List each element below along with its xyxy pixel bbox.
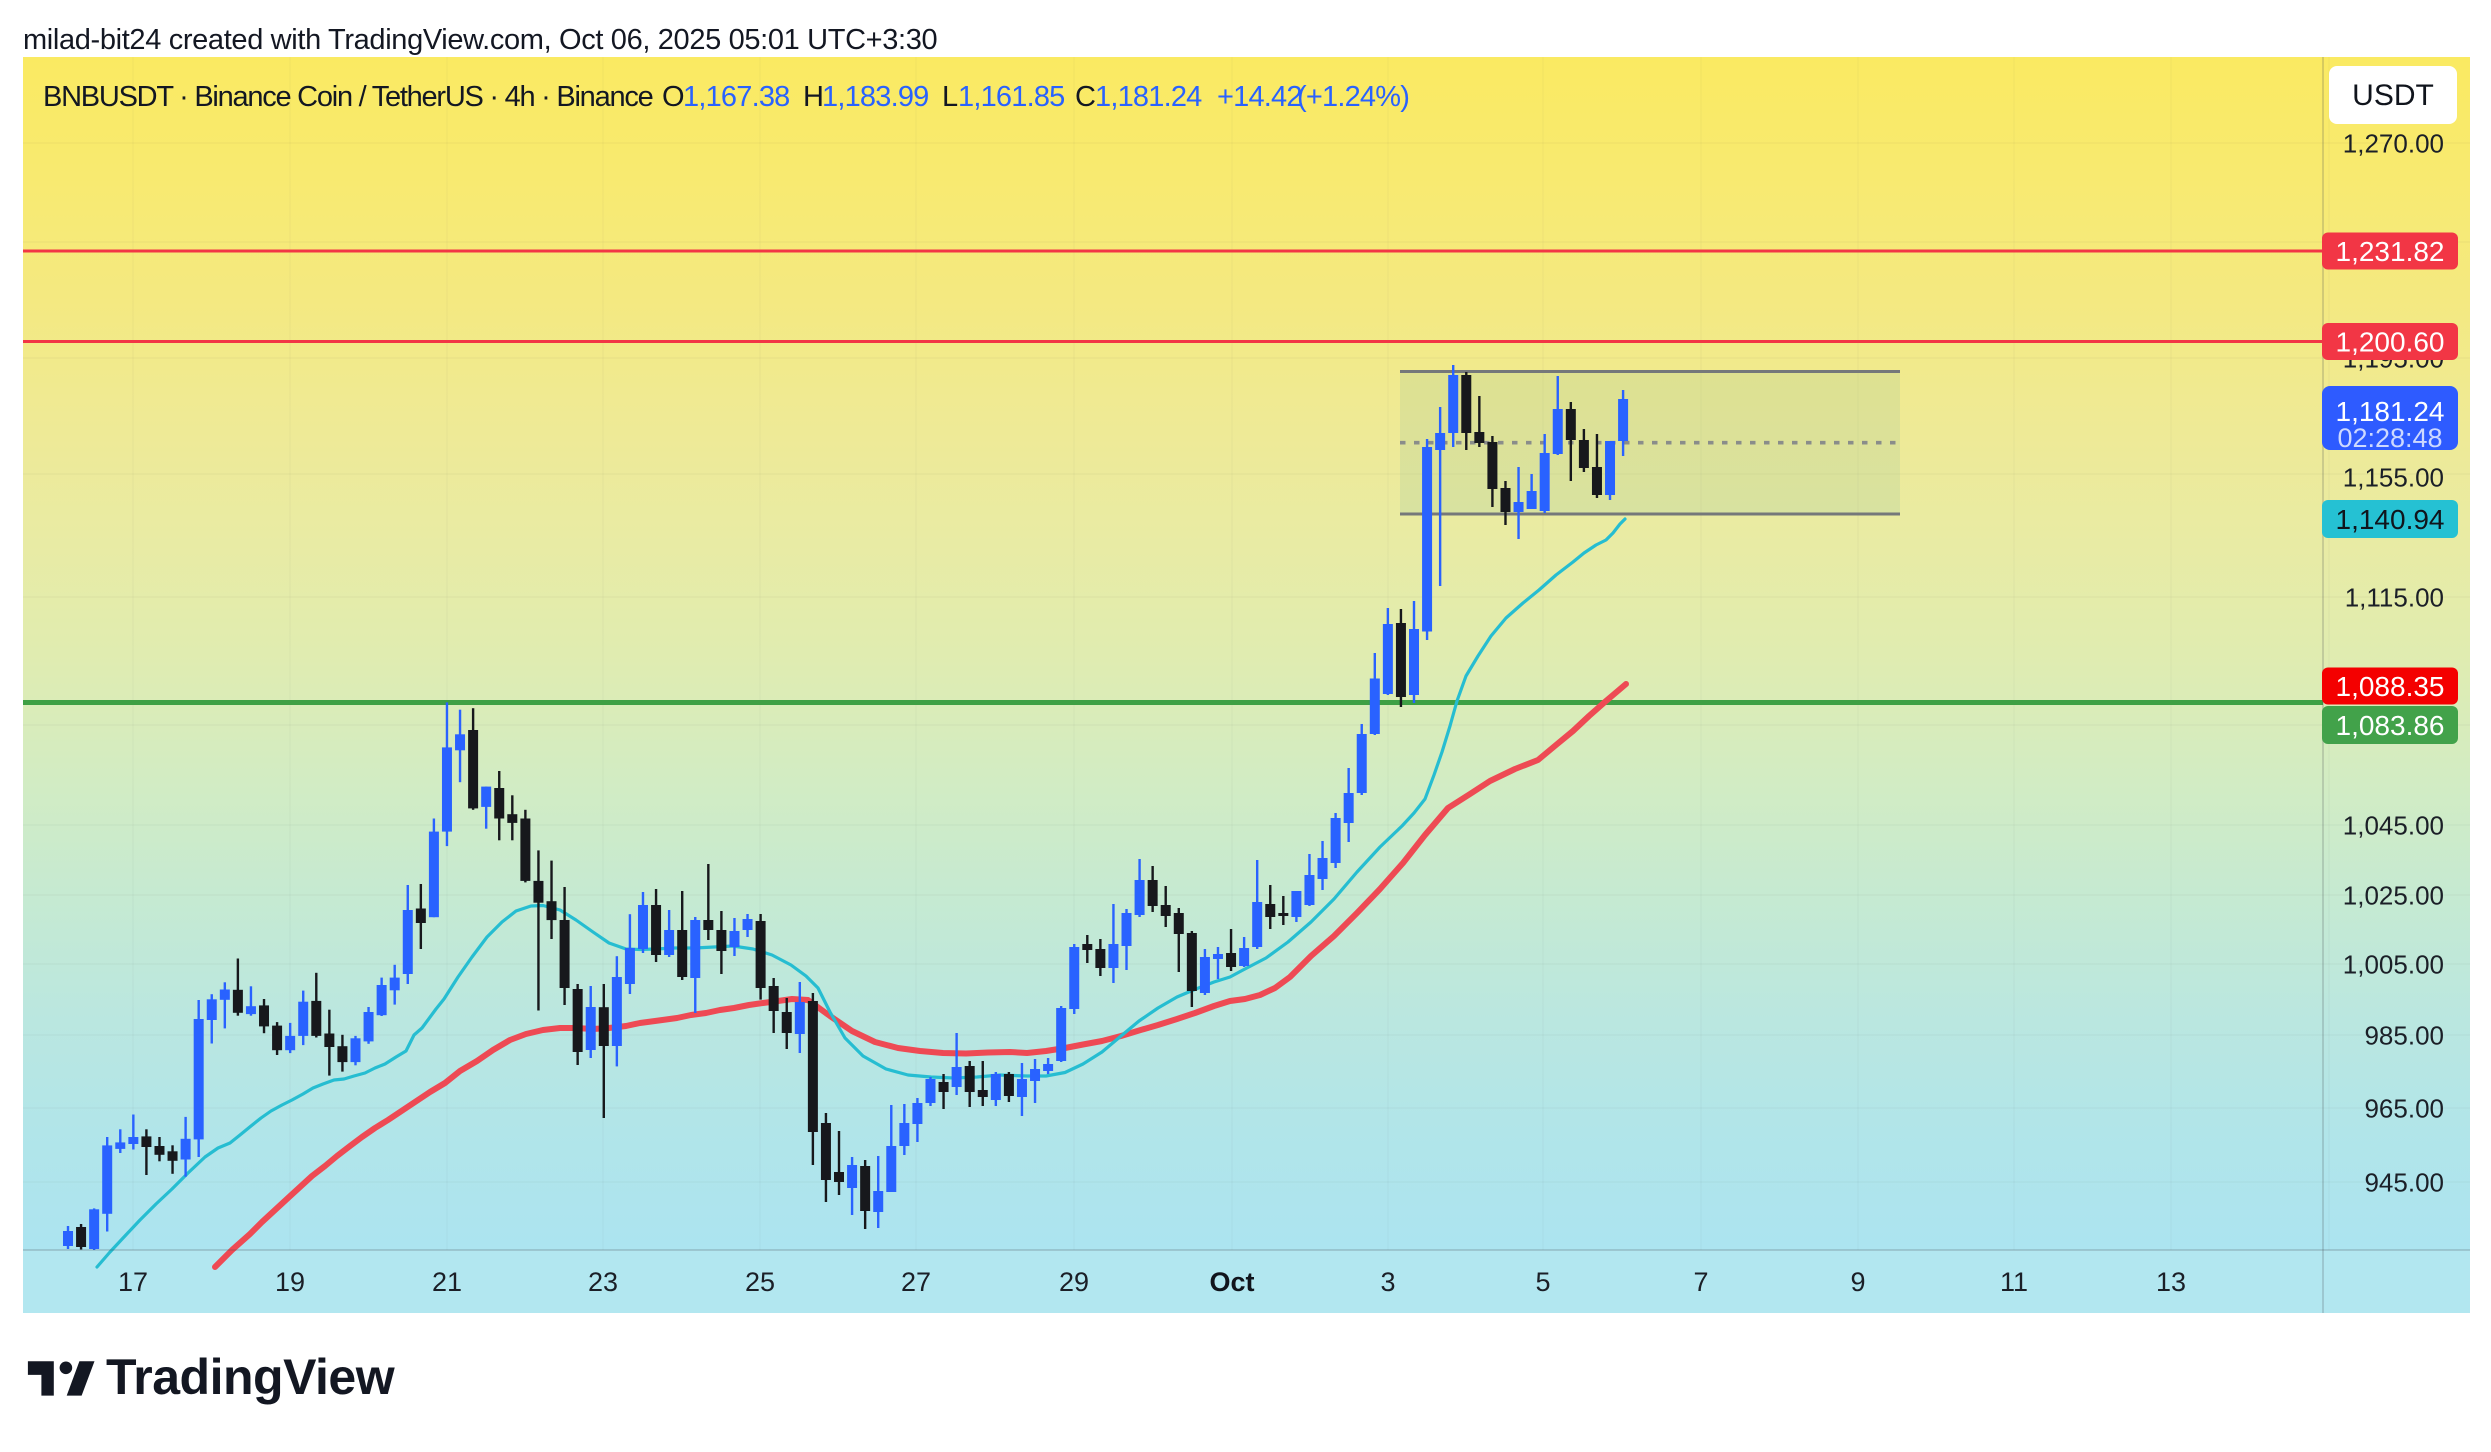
svg-text:27: 27	[901, 1267, 931, 1297]
svg-text:L: L	[942, 81, 958, 113]
svg-text:1,183.99: 1,183.99	[822, 81, 929, 113]
svg-text:1,161.85: 1,161.85	[958, 81, 1065, 113]
svg-text:7: 7	[1693, 1267, 1708, 1297]
svg-text:1,005.00: 1,005.00	[2343, 950, 2444, 980]
svg-text:1,083.86: 1,083.86	[2336, 710, 2445, 741]
svg-text:21: 21	[432, 1267, 462, 1297]
svg-text:milad-bit24 created with Tradi: milad-bit24 created with TradingView.com…	[23, 24, 937, 56]
svg-text:1,140.94: 1,140.94	[2336, 504, 2445, 535]
svg-text:25: 25	[745, 1267, 775, 1297]
svg-text:29: 29	[1059, 1267, 1089, 1297]
svg-text:1,155.00: 1,155.00	[2343, 463, 2444, 493]
svg-text:1,270.00: 1,270.00	[2343, 129, 2444, 159]
svg-text:1,115.00: 1,115.00	[2345, 583, 2444, 613]
svg-text:C: C	[1075, 81, 1096, 113]
svg-text:H: H	[803, 81, 824, 113]
svg-text:3: 3	[1380, 1267, 1395, 1297]
svg-text:1,181.24: 1,181.24	[2336, 396, 2445, 427]
svg-text:11: 11	[2000, 1267, 2028, 1297]
svg-text:02:28:48: 02:28:48	[2337, 423, 2442, 453]
svg-text:985.00: 985.00	[2364, 1021, 2444, 1051]
svg-text:1,045.00: 1,045.00	[2343, 811, 2444, 841]
svg-text:1,181.24: 1,181.24	[1095, 81, 1202, 113]
svg-text:965.00: 965.00	[2364, 1094, 2444, 1124]
svg-text:USDT: USDT	[2352, 79, 2434, 112]
svg-text:945.00: 945.00	[2364, 1168, 2444, 1198]
svg-text:1,167.38: 1,167.38	[683, 81, 790, 113]
svg-text:23: 23	[588, 1267, 618, 1297]
svg-text:BNBUSDT · Binance Coin / Tethe: BNBUSDT · Binance Coin / TetherUS · 4h ·…	[43, 81, 653, 113]
svg-text:13: 13	[2156, 1267, 2186, 1297]
svg-text:19: 19	[275, 1267, 305, 1297]
svg-text:1,025.00: 1,025.00	[2343, 881, 2444, 911]
svg-text:1,200.60: 1,200.60	[2336, 327, 2445, 358]
svg-text:TradingView: TradingView	[106, 1349, 395, 1405]
svg-text:Oct: Oct	[1209, 1267, 1254, 1297]
svg-text:(+1.24%): (+1.24%)	[1297, 81, 1409, 113]
svg-text:5: 5	[1535, 1267, 1550, 1297]
svg-text:17: 17	[118, 1267, 148, 1297]
svg-text:1,231.82: 1,231.82	[2336, 236, 2445, 267]
svg-text:9: 9	[1850, 1267, 1865, 1297]
svg-text:1,088.35: 1,088.35	[2336, 671, 2445, 702]
svg-text:O: O	[662, 81, 685, 113]
svg-text:+14.42: +14.42	[1217, 81, 1302, 113]
